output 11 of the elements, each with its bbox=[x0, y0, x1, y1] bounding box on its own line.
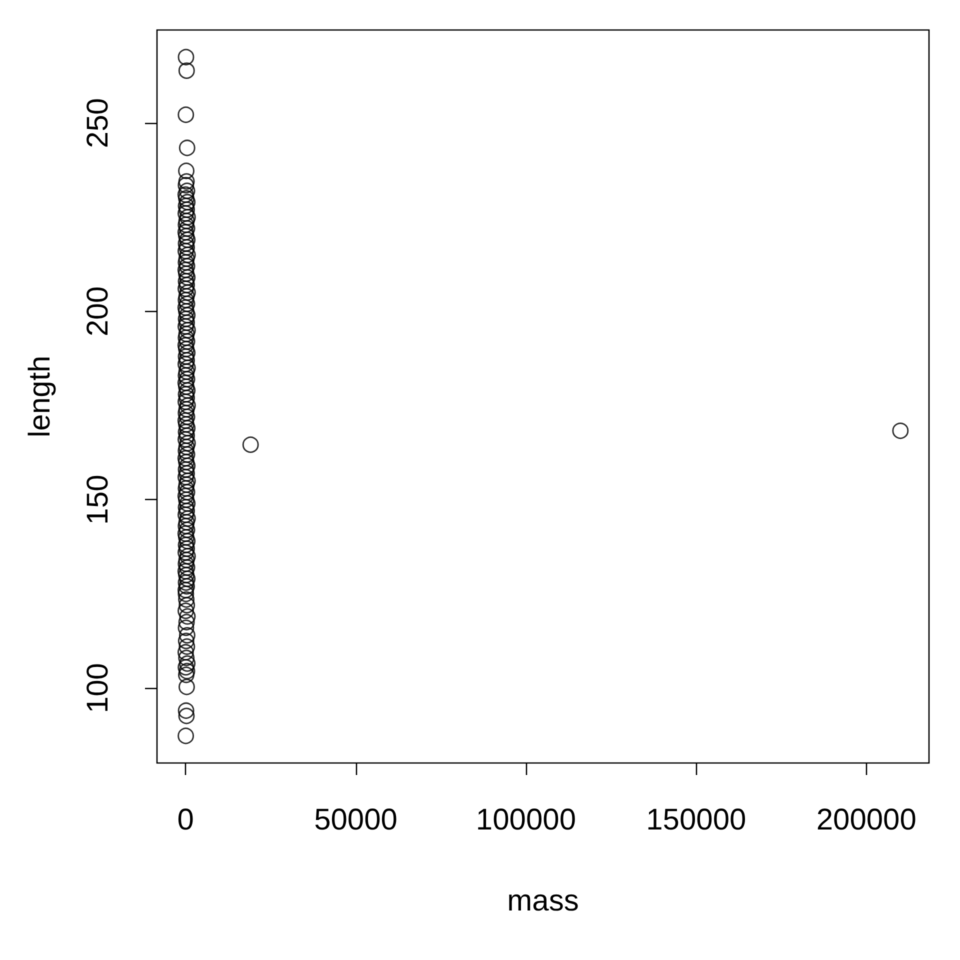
y-tick-label: 250 bbox=[82, 98, 114, 148]
x-axis-title: mass bbox=[507, 884, 579, 918]
x-tick-label: 0 bbox=[177, 804, 194, 836]
y-tick-label: 200 bbox=[82, 286, 114, 336]
y-tick-label: 100 bbox=[82, 663, 114, 714]
y-tick-label: 150 bbox=[82, 474, 114, 525]
x-tick-label: 100000 bbox=[476, 804, 576, 836]
x-tick-label: 150000 bbox=[646, 804, 746, 836]
x-tick-label: 200000 bbox=[816, 804, 916, 836]
x-tick-label: 50000 bbox=[314, 804, 398, 836]
y-axis-title: length bbox=[24, 356, 56, 438]
